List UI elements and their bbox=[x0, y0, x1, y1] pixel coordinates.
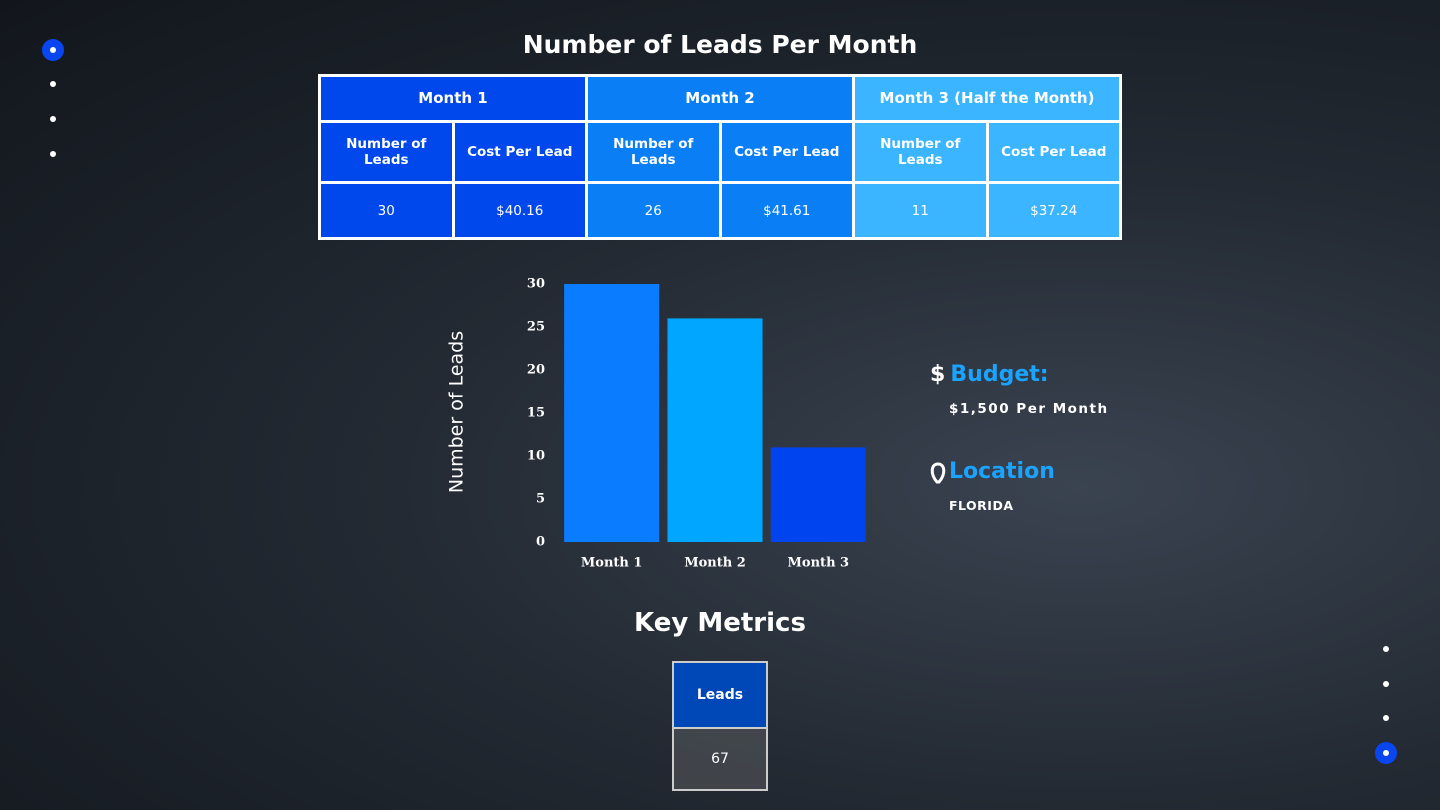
bar bbox=[564, 284, 660, 542]
key-metrics-header: Leads bbox=[674, 663, 766, 729]
budget-label: Budget: bbox=[950, 362, 1049, 387]
table-cell: 11 bbox=[852, 181, 989, 240]
nav-dot-active[interactable] bbox=[42, 39, 64, 61]
nav-dot[interactable] bbox=[50, 151, 56, 157]
budget-symbol: $ bbox=[930, 362, 946, 387]
page-title: Number of Leads Per Month bbox=[522, 30, 918, 59]
bar bbox=[667, 318, 763, 542]
y-tick-label: 20 bbox=[527, 363, 545, 378]
leads-table: Month 1 Month 2 Month 3 (Half the Month)… bbox=[318, 74, 1122, 240]
bar bbox=[770, 447, 866, 542]
nav-dot[interactable] bbox=[50, 116, 56, 122]
y-tick-label: 5 bbox=[536, 492, 545, 507]
key-metrics-title: Key Metrics bbox=[634, 608, 806, 638]
nav-dot[interactable] bbox=[50, 81, 56, 87]
table-cell: $40.16 bbox=[451, 181, 588, 240]
y-tick-label: 0 bbox=[536, 535, 545, 550]
table-subheader: Cost Per Lead bbox=[718, 119, 855, 185]
y-tick-label: 25 bbox=[527, 320, 545, 335]
table-subheader: Cost Per Lead bbox=[451, 119, 588, 185]
x-tick-label: Month 3 bbox=[788, 556, 850, 571]
y-axis-label: Number of Leads bbox=[446, 331, 468, 493]
table-header: Month 3 (Half the Month) bbox=[852, 74, 1122, 123]
table-cell: $41.61 bbox=[718, 181, 855, 240]
x-tick-label: Month 2 bbox=[684, 556, 746, 571]
location-label: Location bbox=[949, 459, 1055, 484]
table-subheader: Number of Leads bbox=[318, 119, 455, 185]
table-cell: $37.24 bbox=[985, 181, 1122, 240]
x-tick-label: Month 1 bbox=[581, 556, 643, 571]
y-tick-label: 30 bbox=[527, 277, 545, 292]
nav-dot[interactable] bbox=[1383, 681, 1389, 687]
key-metrics-value: 67 bbox=[674, 729, 766, 789]
location-value: FLORIDA bbox=[949, 498, 1014, 513]
nav-dot-active[interactable] bbox=[1375, 742, 1397, 764]
nav-dot[interactable] bbox=[1383, 715, 1389, 721]
table-subheader: Number of Leads bbox=[585, 119, 722, 185]
y-tick-label: 15 bbox=[527, 406, 545, 421]
table-subheader: Cost Per Lead bbox=[985, 119, 1122, 185]
key-metrics-box: Leads 67 bbox=[672, 661, 768, 791]
y-tick-label: 10 bbox=[527, 449, 545, 464]
table-subheader: Number of Leads bbox=[852, 119, 989, 185]
table-header: Month 1 bbox=[318, 74, 588, 123]
table-header: Month 2 bbox=[585, 74, 855, 123]
budget: $ Budget: bbox=[930, 362, 1049, 387]
table-cell: 26 bbox=[585, 181, 722, 240]
nav-dot[interactable] bbox=[1383, 646, 1389, 652]
table-cell: 30 bbox=[318, 181, 455, 240]
location-icon bbox=[930, 462, 946, 484]
budget-value: $1,500 Per Month bbox=[949, 401, 1109, 417]
